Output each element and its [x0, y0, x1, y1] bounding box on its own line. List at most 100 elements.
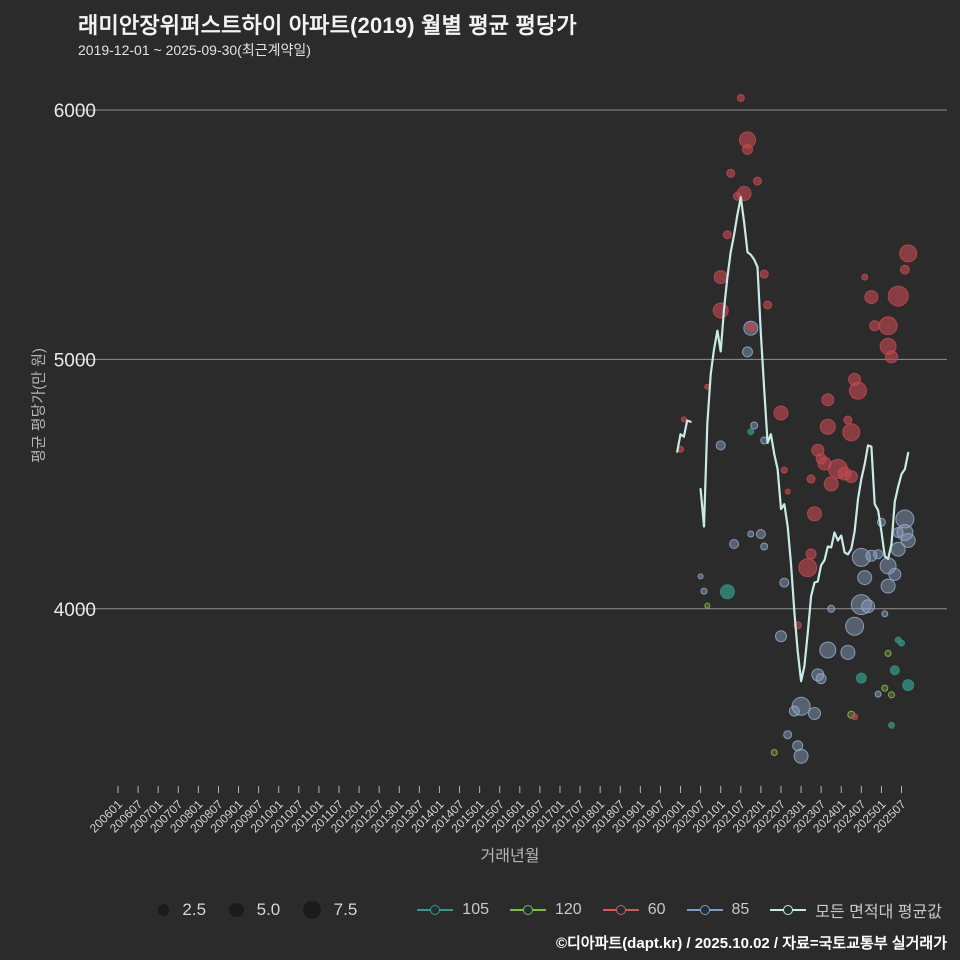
- bubble-85[interactable]: [861, 599, 875, 614]
- legend-swatch-dot: [523, 905, 533, 915]
- bubble-60[interactable]: [736, 94, 745, 102]
- bubble-105[interactable]: [902, 679, 915, 692]
- bubble-85[interactable]: [874, 690, 882, 698]
- bubble-85[interactable]: [873, 549, 884, 560]
- bubble-60[interactable]: [864, 290, 879, 305]
- bubble-60[interactable]: [806, 474, 816, 484]
- bubble-85[interactable]: [880, 578, 896, 594]
- bubble-60[interactable]: [851, 713, 859, 721]
- bubble-60[interactable]: [742, 143, 753, 155]
- size-legend-item[interactable]: 7.5: [303, 900, 357, 920]
- bubble-60[interactable]: [819, 418, 836, 435]
- legend-entry-label: 120: [555, 901, 582, 918]
- bubble-105[interactable]: [719, 584, 735, 600]
- bubble-85[interactable]: [881, 610, 889, 618]
- size-legend-item[interactable]: 5.0: [229, 900, 280, 920]
- legend-entry-60[interactable]: 60: [602, 901, 666, 919]
- bubble-85[interactable]: [900, 533, 916, 548]
- bubble-85[interactable]: [895, 509, 915, 529]
- bubble-60[interactable]: [849, 381, 867, 400]
- bubble-85[interactable]: [792, 740, 804, 752]
- legend-swatch-dot: [783, 905, 794, 915]
- bubble-60[interactable]: [773, 405, 789, 421]
- bubble-105[interactable]: [898, 639, 905, 647]
- bubble-60[interactable]: [869, 320, 881, 332]
- bubble-85[interactable]: [827, 604, 836, 613]
- bubble-60[interactable]: [763, 300, 773, 310]
- bubble-60[interactable]: [887, 285, 909, 307]
- bubble-60[interactable]: [753, 176, 762, 186]
- x-axis-title: 거래년월: [480, 848, 540, 865]
- bubble-60[interactable]: [726, 168, 736, 178]
- bubble-85[interactable]: [715, 440, 726, 451]
- size-legend-item[interactable]: 2.5: [158, 900, 206, 920]
- bubble-60[interactable]: [680, 416, 687, 423]
- bubble-60[interactable]: [712, 302, 729, 319]
- bubble-85[interactable]: [697, 573, 704, 580]
- series-legend: 105 120 60 85 모든 면적대 평균값: [417, 898, 960, 922]
- bubble-105[interactable]: [747, 428, 755, 436]
- bubble-85[interactable]: [700, 587, 708, 595]
- bubble-85[interactable]: [808, 707, 821, 720]
- bubble-60[interactable]: [861, 273, 869, 281]
- bubble-120[interactable]: [888, 691, 895, 699]
- legend-entry-모든 면적대 평균값[interactable]: 모든 면적대 평균값: [770, 898, 942, 922]
- bubble-85[interactable]: [845, 616, 865, 636]
- bubble-85[interactable]: [896, 524, 914, 541]
- bubble-120[interactable]: [770, 749, 778, 756]
- avg-line[interactable]: [699, 196, 910, 683]
- bubble-85[interactable]: [760, 542, 769, 551]
- legend-entry-120[interactable]: 120: [510, 901, 582, 919]
- bubble-85[interactable]: [783, 730, 793, 740]
- bubble-85[interactable]: [857, 570, 873, 586]
- bubble-60[interactable]: [732, 191, 742, 201]
- bubble-85[interactable]: [747, 530, 755, 538]
- bubble-85[interactable]: [888, 567, 902, 581]
- bubble-60[interactable]: [899, 264, 910, 275]
- bubble-85[interactable]: [742, 346, 753, 358]
- bubble-60[interactable]: [823, 476, 839, 492]
- y-tick-label: 5000: [54, 350, 96, 371]
- legend-entry-105[interactable]: 105: [417, 901, 489, 919]
- bubble-60[interactable]: [722, 230, 732, 240]
- bubble-60[interactable]: [759, 269, 769, 279]
- bubble-85[interactable]: [775, 630, 787, 643]
- bubble-60[interactable]: [899, 244, 918, 263]
- bubble-85[interactable]: [779, 577, 790, 588]
- bubble-60[interactable]: [745, 322, 756, 332]
- bubble-60[interactable]: [780, 466, 788, 474]
- bubble-105[interactable]: [855, 672, 867, 684]
- bubble-105[interactable]: [889, 665, 900, 676]
- bubble-85[interactable]: [851, 547, 871, 567]
- bubble-85[interactable]: [793, 748, 809, 764]
- bubble-60[interactable]: [844, 470, 858, 484]
- size-legend-label: 5.0: [256, 900, 281, 919]
- bubble-60[interactable]: [798, 558, 818, 578]
- bubble-60[interactable]: [713, 270, 728, 285]
- legend-entry-85[interactable]: 85: [686, 901, 749, 919]
- bubble-60[interactable]: [878, 316, 898, 336]
- avg-line[interactable]: [676, 419, 692, 453]
- bubble-85[interactable]: [815, 673, 827, 685]
- bubble-60[interactable]: [807, 506, 822, 522]
- bubble-85[interactable]: [755, 529, 766, 539]
- legend-swatch-dot: [430, 905, 441, 915]
- bubble-85[interactable]: [819, 641, 837, 659]
- bubble-60[interactable]: [842, 423, 861, 442]
- legend-swatch: [770, 903, 807, 917]
- bubble-60[interactable]: [805, 548, 817, 560]
- bubble-60[interactable]: [843, 415, 853, 425]
- bubble-120[interactable]: [704, 602, 711, 609]
- bubble-85[interactable]: [729, 539, 740, 549]
- bubble-85[interactable]: [840, 644, 856, 660]
- chart-subtitle: 2019-12-01 ~ 2025-09-30(최근계약일): [78, 42, 311, 58]
- bubble-60[interactable]: [821, 393, 835, 407]
- bubble-120[interactable]: [881, 684, 889, 692]
- bubble-60[interactable]: [784, 488, 791, 495]
- bubble-85[interactable]: [750, 421, 759, 430]
- bubble-120[interactable]: [884, 649, 892, 657]
- bubble-105[interactable]: [888, 721, 895, 729]
- bubble-85[interactable]: [788, 705, 800, 717]
- bubble-60[interactable]: [885, 350, 898, 364]
